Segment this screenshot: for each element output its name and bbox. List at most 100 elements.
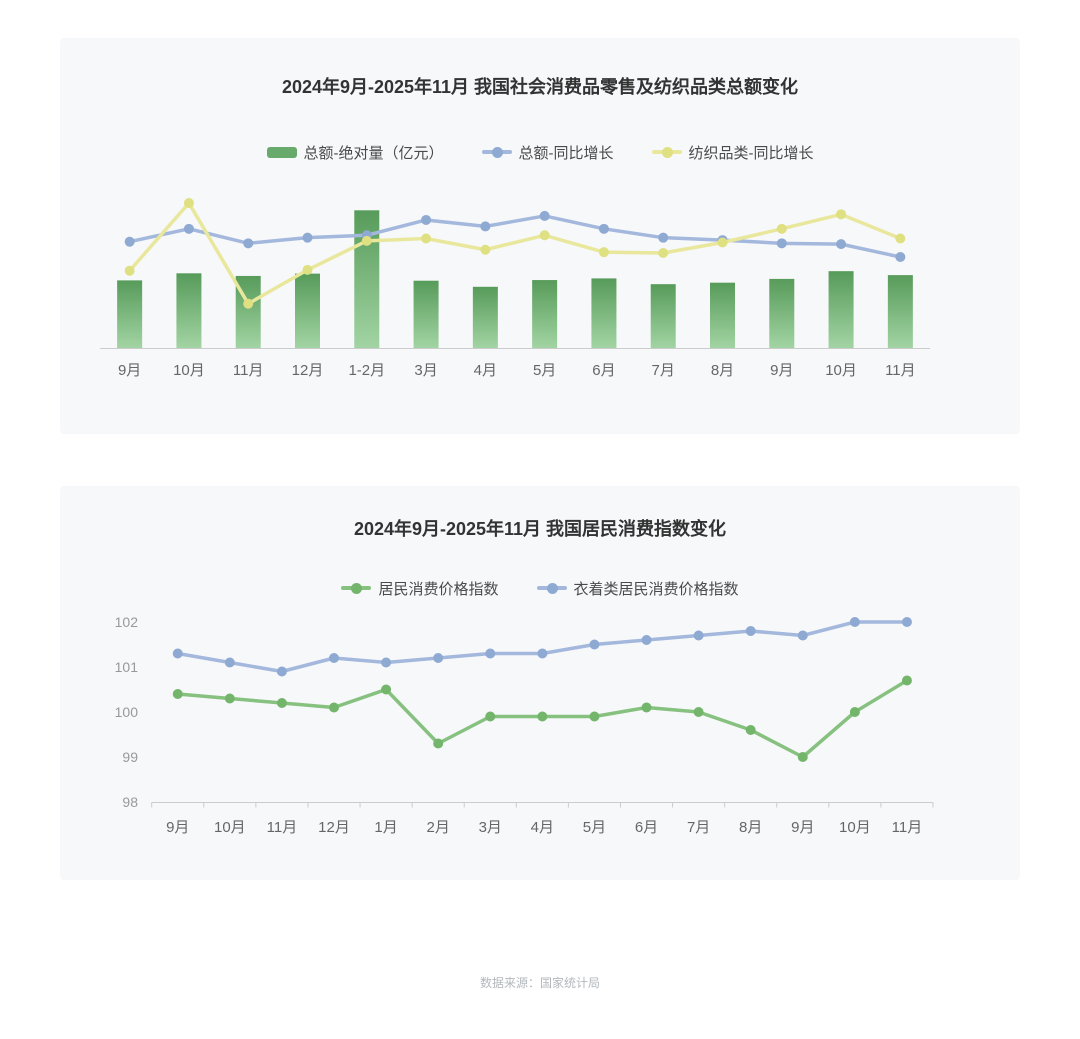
bar (176, 273, 202, 348)
data-point-clothing-cpi (641, 635, 652, 645)
axis-label: 4月 (531, 819, 554, 836)
data-point-clothing-cpi (537, 648, 548, 659)
bar-swatch-icon (266, 146, 297, 158)
axis-label: 100 (115, 704, 139, 720)
axis-label: 11月 (233, 362, 264, 379)
axis-label: 5月 (533, 362, 556, 379)
legend-label: 居民消费价格指数 (378, 580, 499, 598)
data-point-textile-yoy (539, 230, 550, 241)
data-point-textile-yoy (598, 247, 609, 258)
data-point-cpi (224, 693, 235, 704)
cpi-plot-area: 98 99 100 101 102 9月 10月 11月 12月 1月 2月 3月 4月 5月 6月 7月 8月… (115, 614, 934, 836)
axis-label: 10月 (825, 362, 857, 379)
line-series-total-yoy (127, 214, 903, 259)
data-point-total-yoy (302, 232, 313, 243)
axis-label: 5月 (583, 819, 606, 836)
data-point-total-yoy (836, 239, 847, 250)
line-dot-icon (661, 146, 673, 158)
data-point-total-yoy (776, 238, 787, 249)
legend-item-total-absolute[interactable]: 总额-绝对量（亿元） (266, 142, 444, 163)
axis-label: 98 (122, 794, 138, 810)
retail-sales-chart-card: 2024年9月-2025年11月 我国社会消费品零售及纺织品类总额变化 总额-绝… (60, 38, 1020, 434)
bar (887, 275, 913, 348)
axis-label: 11月 (892, 819, 923, 836)
data-point-textile-yoy (658, 247, 669, 258)
data-point-textile-yoy (480, 244, 491, 255)
axis-label: 7月 (652, 362, 675, 379)
data-point-textile-yoy (895, 233, 906, 244)
bar-series-total-absolute (117, 210, 913, 348)
data-point-cpi (485, 711, 496, 722)
legend-label: 衣着类居民消费价格指数 (573, 580, 739, 598)
bar (532, 280, 558, 348)
bar (295, 273, 320, 348)
data-point-cpi (172, 689, 183, 699)
line-swatch-icon (481, 146, 512, 158)
axis-label: 11月 (267, 819, 298, 836)
data-point-clothing-cpi (381, 657, 392, 668)
data-point-cpi (797, 752, 808, 762)
data-point-clothing-cpi (329, 653, 340, 663)
data-point-total-yoy (421, 214, 432, 225)
data-point-cpi (745, 725, 756, 735)
axis-label: 10月 (214, 819, 246, 836)
line-dot-icon (546, 582, 558, 594)
legend-label: 纺织品类-同比增长 (688, 144, 814, 162)
legend-item-textile-yoy[interactable]: 纺织品类-同比增长 (651, 142, 814, 163)
retail-chart-title: 2024年9月-2025年11月 我国社会消费品零售及纺织品类总额变化 (281, 77, 799, 97)
data-point-total-yoy (895, 252, 906, 263)
bar (769, 278, 795, 348)
axis-label: 4月 (474, 362, 497, 379)
bar (591, 278, 617, 348)
axis-label: 99 (122, 749, 138, 765)
axis-label: 10月 (839, 819, 871, 836)
axis-label: 6月 (592, 362, 615, 379)
axis-label: 1-2月 (348, 362, 385, 379)
data-point-textile-yoy (361, 235, 372, 246)
legend-item-total-yoy[interactable]: 总额-同比增长 (481, 142, 614, 163)
legend-item-cpi[interactable]: 居民消费价格指数 (341, 578, 499, 599)
data-point-cpi (693, 707, 704, 717)
data-point-clothing-cpi (797, 630, 808, 641)
data-point-clothing-cpi (693, 630, 704, 641)
axis-label: 3月 (414, 362, 437, 379)
line-swatch-icon (536, 582, 567, 594)
legend-label: 总额-同比增长 (518, 144, 614, 162)
line-dot-icon (491, 146, 503, 158)
data-point-clothing-cpi (589, 639, 600, 650)
data-point-clothing-cpi (433, 653, 444, 663)
data-point-textile-yoy (183, 198, 194, 209)
data-point-total-yoy (124, 236, 135, 247)
data-point-total-yoy (183, 223, 194, 234)
data-point-total-yoy (480, 221, 491, 232)
axis-label: 8月 (711, 362, 734, 379)
line-swatch-icon (651, 146, 682, 158)
axis-label: 12月 (318, 819, 350, 836)
data-point-clothing-cpi (276, 666, 287, 677)
line-swatch-icon (341, 582, 372, 594)
data-point-textile-yoy (717, 237, 728, 248)
axis-label: 11月 (885, 362, 916, 379)
retail-chart-legend: 总额-绝对量（亿元） 总额-同比增长 纺织品类-同比增长 (60, 141, 1020, 163)
data-point-clothing-cpi (224, 657, 235, 668)
data-point-cpi (381, 684, 392, 695)
data-point-textile-yoy (302, 264, 313, 275)
data-point-total-yoy (658, 232, 669, 243)
data-point-cpi (329, 702, 340, 713)
legend-label: 总额-绝对量（亿元） (303, 144, 444, 162)
axis-label: 101 (115, 659, 139, 675)
bar (472, 286, 498, 348)
bar (413, 280, 439, 348)
data-point-clothing-cpi (172, 648, 183, 659)
cpi-chart-card: 2024年9月-2025年11月 我国居民消费指数变化 居民消费价格指数 衣着类… (60, 486, 1020, 880)
legend-item-clothing-cpi[interactable]: 衣着类居民消费价格指数 (536, 578, 739, 599)
data-point-textile-yoy (124, 265, 135, 276)
axis-label: 9月 (166, 819, 189, 836)
data-point-cpi (849, 707, 860, 717)
data-point-clothing-cpi (901, 617, 912, 627)
axis-label: 6月 (635, 819, 658, 836)
line-series-clothing-cpi (175, 620, 909, 674)
axis-label: 9月 (118, 362, 141, 379)
data-point-textile-yoy (836, 209, 847, 220)
axis-label: 9月 (791, 819, 814, 836)
